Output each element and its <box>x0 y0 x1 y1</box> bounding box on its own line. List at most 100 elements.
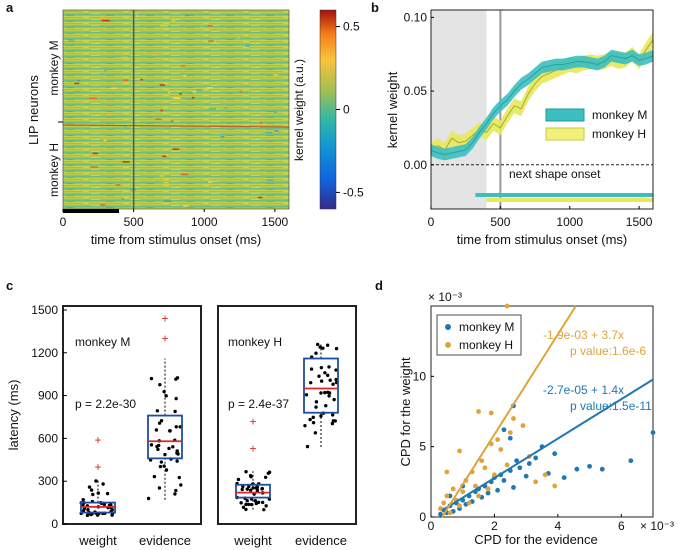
latency-point <box>157 421 162 425</box>
cpd-point-1-31 <box>488 410 494 416</box>
heatmap-cell <box>159 24 168 27</box>
heatmap-cell <box>192 90 197 93</box>
latency-point <box>85 513 90 518</box>
heatmap-cell <box>236 36 240 39</box>
latency-point <box>309 367 314 371</box>
latency-xlabel-1-1: evidence <box>295 533 347 548</box>
cpd-point-1-20 <box>507 430 513 435</box>
latency-point <box>244 507 248 512</box>
latency-point <box>245 487 249 491</box>
kernel-shaded-region <box>431 10 487 209</box>
cpd-point-0-37 <box>501 427 507 433</box>
heatmap-xtick-label-2: 1000 <box>191 215 218 229</box>
heatmap-grid <box>63 10 289 209</box>
heatmap-cell <box>68 40 75 42</box>
latency-point <box>319 391 323 395</box>
heatmap-cell <box>140 78 143 81</box>
heatmap-cell <box>182 205 189 207</box>
kernel-xlabel: time from stimulus onset (ms) <box>457 232 627 247</box>
latency-point <box>267 470 272 474</box>
cpd-point-1-1 <box>441 500 447 506</box>
cpd-point-1-4 <box>450 486 456 492</box>
latency-ytick-label-4: 1200 <box>31 346 58 360</box>
heatmap-cell <box>207 40 215 42</box>
latency-point <box>178 425 182 429</box>
cpd-point-1-9 <box>466 500 472 506</box>
heatmap-cell <box>163 181 169 184</box>
legend-label-monkey-h: monkey H <box>592 127 646 141</box>
latency-point <box>260 500 265 505</box>
cpd-point-0-0 <box>438 511 443 517</box>
latency-ytick-label-5: 1500 <box>31 303 58 317</box>
latency-point <box>241 505 246 510</box>
latency-point <box>327 365 331 369</box>
kernel-ytick-label-0: 0.00 <box>404 158 428 172</box>
heatmap-cell <box>169 59 175 61</box>
heatmap-cell <box>73 91 80 93</box>
heatmap-cell <box>92 54 98 56</box>
latency-point <box>157 486 162 490</box>
kernel-sig-bar-1 <box>486 198 653 202</box>
colorbar-label: kernel weight (a.u.) <box>292 59 306 161</box>
heatmap-cell <box>103 139 107 142</box>
latency-xlabel-1-0: weight <box>233 533 272 548</box>
colorbar-tick-label-2: -0.5 <box>343 185 364 199</box>
cpd-xtick-label-1: 2 <box>491 519 498 533</box>
latency-point <box>156 447 160 452</box>
cpd-point-0-27 <box>533 455 539 461</box>
latency-ytick-label-3: 900 <box>38 389 58 403</box>
heatmap-cell <box>123 79 128 81</box>
heatmap-cell <box>77 80 81 82</box>
latency-point <box>89 488 94 492</box>
fit-p-monkey-m: p value:1.5e-11 <box>570 399 652 413</box>
heatmap-cell <box>168 91 171 94</box>
kernel-xtick-label-3: 1500 <box>626 215 653 229</box>
latency-point <box>171 445 175 449</box>
heatmap-cell <box>90 166 98 168</box>
latency-point <box>305 444 310 449</box>
latency-outlier: + <box>94 433 101 447</box>
heatmap-cell <box>159 175 165 177</box>
latency-point <box>263 475 268 479</box>
cpd-y-multiplier: × 10⁻³ <box>428 290 462 304</box>
latency-point <box>251 486 255 490</box>
latency-box-1-0 <box>235 483 271 499</box>
cpd-point-1-7 <box>460 489 466 495</box>
latency-point <box>325 343 330 347</box>
latency-point <box>262 507 266 512</box>
cpd-point-1-6 <box>457 503 462 509</box>
colorbar <box>319 9 337 210</box>
kernel-panel: 0 500 1000 1500 0.00 0.05 0.10 next shape ons… <box>385 9 654 247</box>
latency-point <box>330 421 335 426</box>
heatmap-cell <box>181 64 186 67</box>
latency-ylabel: latency (ms) <box>6 380 21 451</box>
heatmap-panel: 0 500 1000 1500 time from stimulus onset (m… <box>26 9 364 247</box>
latency-point <box>101 482 105 486</box>
latency-point <box>332 397 336 402</box>
cpd-legend-marker-m <box>445 324 451 330</box>
cpd-point-0-32 <box>574 466 580 472</box>
cpd-point-0-35 <box>507 435 513 441</box>
cpd-point-0-39 <box>650 430 656 435</box>
latency-point <box>321 346 325 350</box>
latency-point <box>330 413 335 417</box>
latency-point <box>328 378 332 382</box>
kernel-legend: monkey M monkey H <box>545 108 647 141</box>
heatmap-cell <box>181 173 189 176</box>
panel-label-b: b <box>371 0 379 15</box>
latency-point <box>164 468 169 472</box>
latency-point <box>334 368 338 372</box>
latency-point <box>248 488 253 492</box>
latency-point <box>155 409 160 413</box>
heatmap-xtick-label-1: 500 <box>124 215 144 229</box>
latency-point <box>319 365 324 370</box>
heatmap-cell <box>184 14 189 17</box>
kernel-ytick-label-1: 0.05 <box>404 84 428 98</box>
cpd-point-1-23 <box>520 423 526 428</box>
colorbar-tick-label-0: 0.5 <box>343 20 360 34</box>
latency-point <box>152 474 157 479</box>
latency-point <box>159 460 164 464</box>
heatmap-cell <box>206 87 214 89</box>
latency-outlier: + <box>94 460 101 474</box>
heatmap-cell <box>239 91 243 93</box>
